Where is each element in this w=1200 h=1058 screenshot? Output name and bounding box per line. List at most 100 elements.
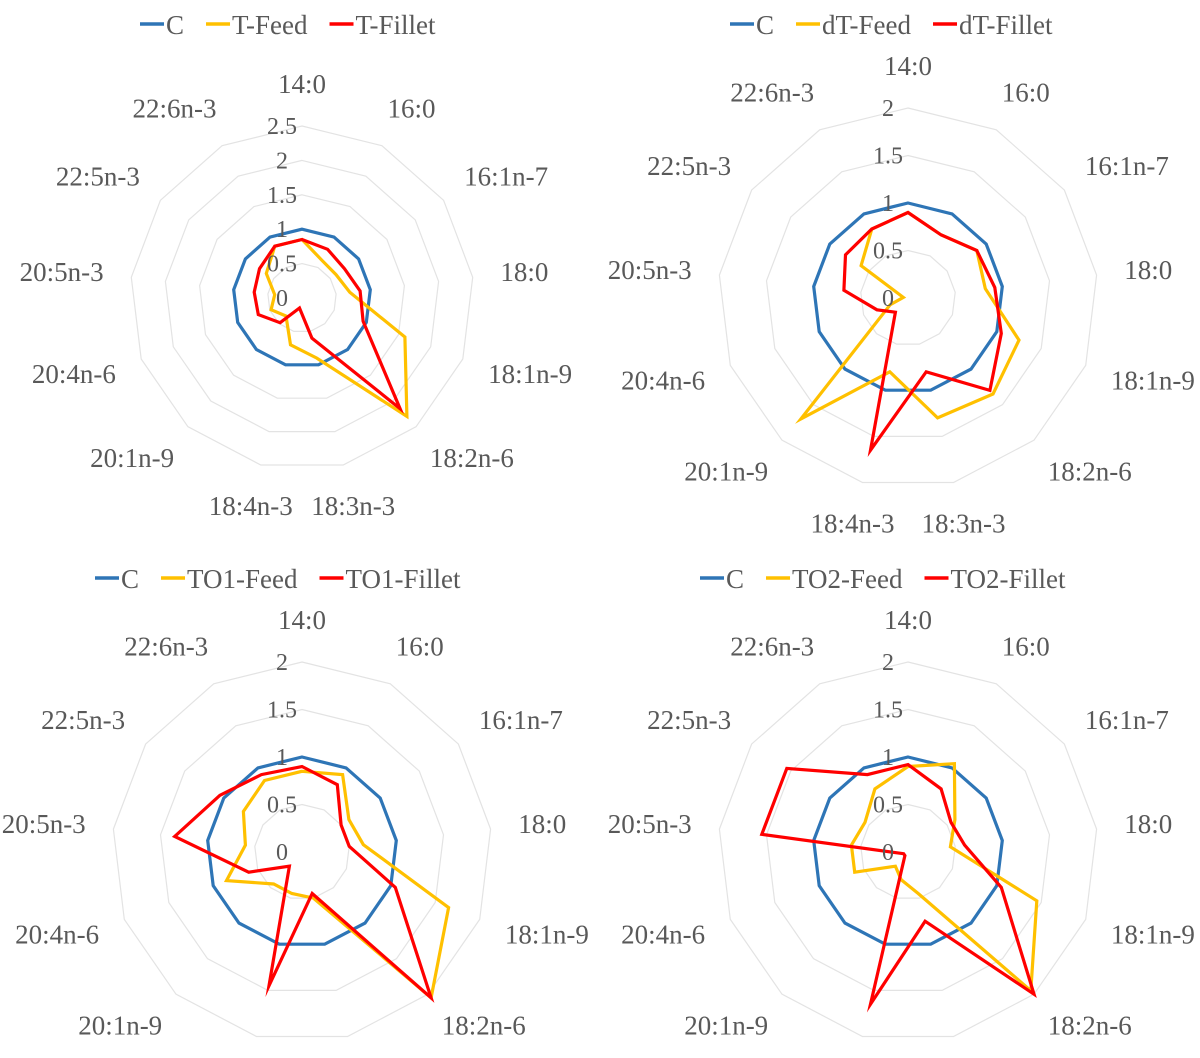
category-label: 20:1n-9 [90, 443, 174, 473]
legend-label: C [166, 10, 184, 40]
legend-label: C [121, 564, 139, 594]
category-label: 18:0 [518, 809, 566, 839]
radial-tick-label: 0.5 [873, 793, 903, 819]
grid-ring [198, 194, 406, 399]
legend-item: C [700, 564, 744, 594]
radial-tick-label: 1.5 [267, 183, 297, 209]
radial-tick-label: 2 [276, 650, 288, 676]
radial-tick-label: 1 [276, 217, 288, 243]
category-label: 18:2n-6 [1048, 1011, 1132, 1041]
grid-ring [765, 708, 1051, 992]
category-label: 18:1n-9 [488, 359, 572, 389]
radial-tick-label: 0.5 [873, 239, 903, 265]
legend-item: TO1-Fillet [319, 564, 461, 594]
category-label: 18:0 [500, 257, 548, 287]
category-label: 14:0 [884, 605, 932, 635]
category-label: 18:1n-9 [1111, 365, 1195, 395]
legend-label: T-Fillet [356, 10, 437, 40]
grid-ring [718, 661, 1098, 1038]
category-label: 20:5n-3 [2, 809, 86, 839]
radial-tick-label: 0 [882, 286, 894, 312]
legend-label: TO2-Feed [792, 564, 903, 594]
grid-ring [164, 159, 440, 433]
category-label: 22:6n-3 [124, 632, 208, 662]
radial-tick-label: 2.5 [267, 114, 297, 140]
category-label: 14:0 [278, 605, 326, 635]
grid-ring [159, 708, 445, 992]
category-label: 18:2n-6 [442, 1011, 526, 1041]
radial-tick-label: 1 [882, 191, 894, 217]
legend-label: dT-Fillet [959, 10, 1053, 40]
grid-ring [718, 107, 1098, 484]
category-label: 20:1n-9 [684, 1011, 768, 1041]
legend-label: TO2-Fillet [951, 564, 1066, 594]
category-label: 18:2n-6 [430, 443, 514, 473]
series-line-dt-fillet [842, 210, 1003, 457]
radial-tick-label: 0.5 [267, 793, 297, 819]
radar-chart-1: 0 0.5 1 1.5 2 2.5 14:0 16:0 16:1n-7 18:0 18:1n-9 18… [20, 10, 572, 521]
category-label: 22:5n-3 [647, 705, 731, 735]
radial-tick-label: 1 [882, 745, 894, 771]
category-label: 20:1n-9 [684, 457, 768, 487]
series-line-to1-fillet [171, 764, 435, 1003]
radial-tick-label: 0 [882, 840, 894, 866]
legend-item: C [730, 10, 774, 40]
grid-ring [267, 262, 337, 332]
category-label: 18:3n-3 [311, 491, 395, 521]
legend-item: TO1-Feed [161, 564, 298, 594]
radial-tick-label: 1.5 [873, 144, 903, 170]
category-label: 22:6n-3 [730, 78, 814, 108]
category-label: 20:5n-3 [608, 255, 692, 285]
radial-tick-label: 2 [882, 650, 894, 676]
radar-chart-4: 0 0.5 1 1.5 2 14:0 16:0 16:1n-7 18:0 18:1n-9 18:2n… [608, 564, 1195, 1041]
category-label: 16:0 [388, 94, 436, 124]
legend-item: T-Feed [206, 10, 308, 40]
radial-tick-label: 1.5 [873, 698, 903, 724]
radial-tick-label: 0 [276, 286, 288, 312]
legend-label: C [756, 10, 774, 40]
series-line-c [812, 201, 1004, 392]
legend-label: T-Feed [232, 10, 308, 40]
radial-tick-label: 1.5 [267, 698, 297, 724]
legend-item: dT-Fillet [933, 10, 1053, 40]
category-label: 22:6n-3 [730, 632, 814, 662]
legend-label: TO1-Fillet [346, 564, 461, 594]
legend-label: TO1-Feed [187, 564, 298, 594]
category-label: 16:0 [1002, 632, 1050, 662]
category-label: 20:5n-3 [608, 809, 692, 839]
radial-tick-label: 0 [276, 840, 288, 866]
series-line-t-feed [264, 237, 409, 420]
category-label: 18:0 [1124, 809, 1172, 839]
category-label: 18:1n-9 [505, 919, 589, 949]
series-line-c [232, 227, 372, 367]
grid-ring [860, 803, 956, 899]
grid-ring [860, 249, 956, 345]
radial-tick-label: 1 [276, 745, 288, 771]
legend-item: T-Fillet [329, 10, 437, 40]
category-label: 18:1n-9 [1111, 919, 1195, 949]
series-line-c [812, 755, 1004, 946]
category-label: 16:0 [396, 632, 444, 662]
radar-chart-3: 0 0.5 1 1.5 2 14:0 16:0 16:1n-7 18:0 18:1n-9 18:2n… [2, 564, 589, 1041]
grid-ring [130, 125, 474, 466]
category-label: 20:4n-6 [621, 919, 705, 949]
category-label: 18:2n-6 [1048, 457, 1132, 487]
category-label: 16:1n-7 [464, 161, 548, 191]
category-label: 20:4n-6 [32, 359, 116, 389]
series-line-to2-feed [849, 762, 1039, 995]
legend-label: C [726, 564, 744, 594]
legend-item: dT-Feed [796, 10, 912, 40]
radial-tick-label: 2 [276, 148, 288, 174]
category-label: 16:1n-7 [1085, 705, 1169, 735]
legend-item: TO2-Feed [766, 564, 903, 594]
category-label: 18:4n-3 [811, 508, 895, 538]
legend-label: dT-Feed [822, 10, 911, 40]
radial-tick-label: 0.5 [267, 252, 297, 278]
series-line-c [206, 755, 398, 946]
category-label: 22:6n-3 [133, 94, 217, 124]
legend-item: C [140, 10, 184, 40]
series-line-to2-fillet [759, 762, 1037, 1013]
radar-chart-2: 0 0.5 1 1.5 2 14:0 16:0 16:1n-7 18:0 18:1n-9 18:2n… [608, 10, 1195, 538]
